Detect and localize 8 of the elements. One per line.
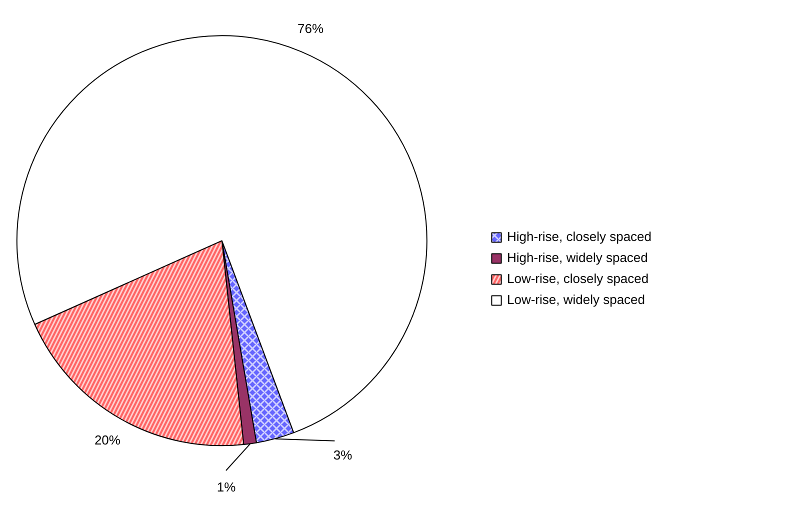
legend-label: High-rise, widely spaced: [507, 250, 648, 265]
legend-label: Low-rise, widely spaced: [507, 292, 646, 307]
legend-label: High-rise, closely spaced: [507, 229, 652, 244]
legend-label: Low-rise, closely spaced: [507, 271, 649, 286]
data-label: 3%: [333, 448, 353, 463]
data-label: 1%: [216, 479, 236, 494]
data-label: 20%: [94, 432, 121, 448]
data-label: 76%: [298, 21, 324, 36]
